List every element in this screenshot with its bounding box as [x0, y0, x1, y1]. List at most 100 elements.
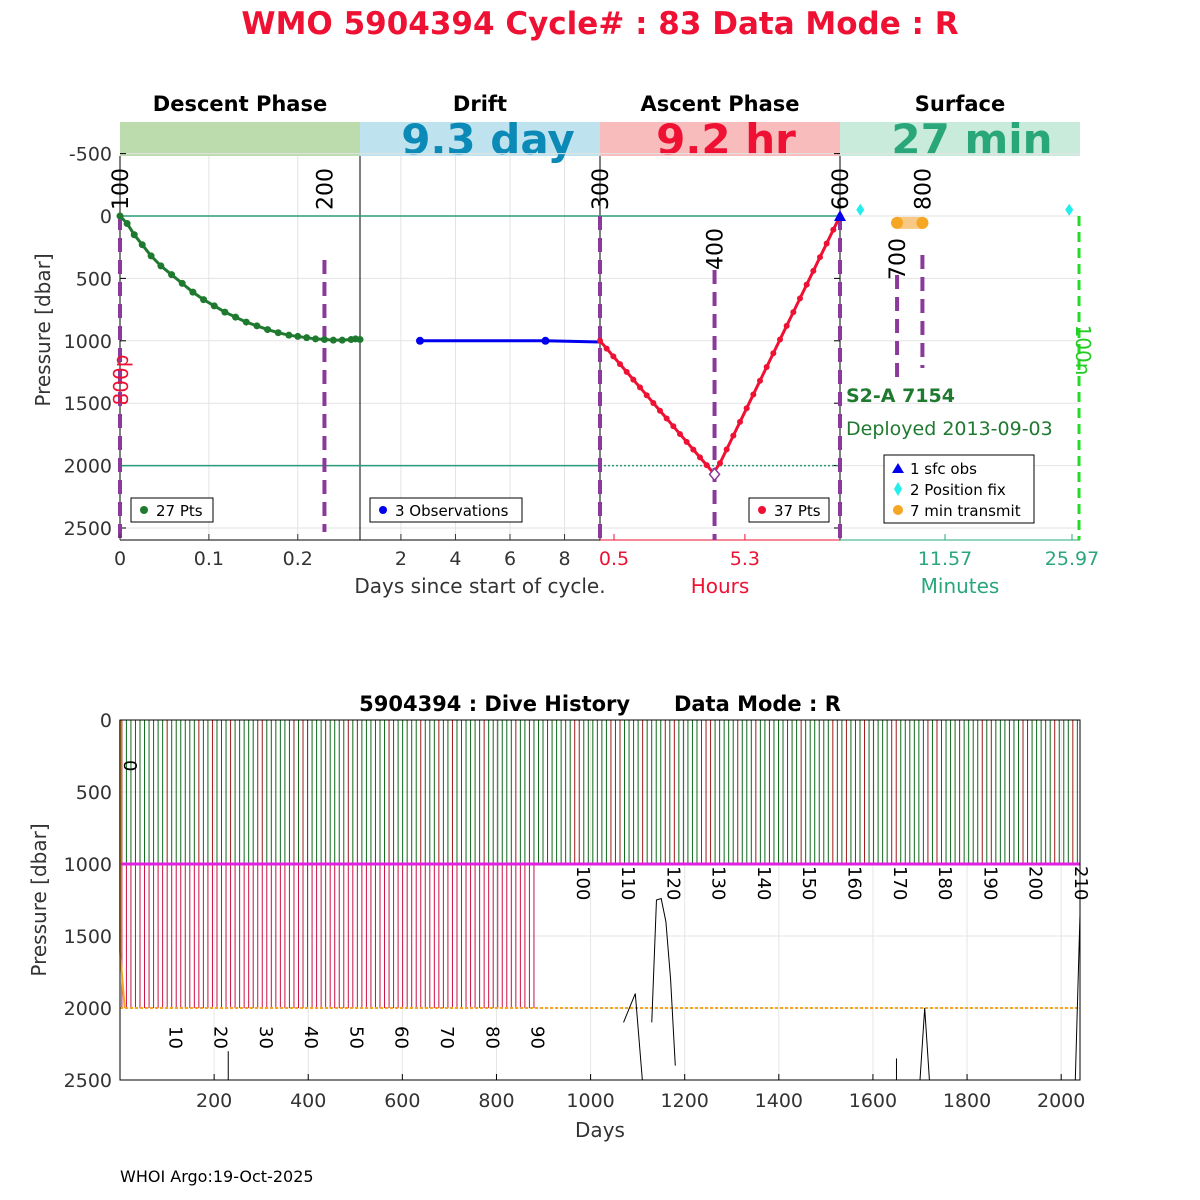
cycle-label-70: 70 [436, 1026, 457, 1049]
cycle-label-210: 210 [1070, 866, 1091, 900]
drift-x-tick-label: 8 [558, 548, 570, 570]
drift-point [416, 336, 424, 345]
y-tick-label: 500 [76, 268, 112, 290]
svg-text:1 sfc obs: 1 sfc obs [910, 460, 977, 478]
float-model: S2-A 7154 [846, 385, 955, 407]
descent-point [130, 231, 138, 239]
descent-x-tick-label: 0 [114, 548, 126, 570]
ascent-point [797, 295, 803, 302]
cycle-panel: Descent Phase Drift Ascent Phase Surface… [31, 92, 1099, 598]
descent-point [168, 271, 176, 279]
descent-x-tick-label: 0.2 [283, 548, 313, 570]
marker-label-400: 400 [704, 228, 729, 270]
y-tick-label: 0 [100, 206, 112, 228]
cycle-label-190: 190 [979, 866, 1000, 900]
history-x-tick-label: 1400 [755, 1090, 803, 1112]
history-cycle-labels: 0 10 20 30 40 50 60 70 80 90 100 110 120 130 140 150 160… [119, 760, 1091, 1049]
surface-band [840, 122, 1080, 156]
descent-point [312, 335, 320, 343]
history-x-tick-label: 600 [384, 1090, 420, 1112]
ascent-point [717, 460, 723, 467]
cycle-x-label: Days since start of cycle. [354, 574, 605, 598]
history-frame [119, 719, 1081, 1081]
left-red-label: 800p [109, 355, 133, 406]
history-x-label: Days [575, 1118, 625, 1142]
position-fix-marker [856, 203, 865, 216]
drift-band [360, 122, 600, 156]
svg-text:7 min transmit: 7 min transmit [910, 502, 1021, 520]
ascent-point [750, 391, 757, 398]
minutes-label: Minutes [921, 574, 1000, 598]
cycle-label-150: 150 [798, 866, 819, 900]
cycle-y-label: Pressure [dbar] [31, 253, 55, 406]
ascent-point [617, 361, 623, 368]
ascent-point [623, 368, 630, 375]
descent-point [116, 212, 124, 220]
hours-label: Hours [691, 574, 750, 598]
history-x-tick-label: 800 [478, 1090, 514, 1112]
descent-point [274, 329, 282, 337]
descent-band [120, 122, 360, 156]
history-y-ticks: 0 500 1000 1500 2000 2500 [64, 710, 112, 1092]
y-tick-label: 1000 [64, 331, 112, 353]
descent-point [157, 262, 165, 270]
descent-point [285, 331, 293, 339]
surface-legend: 1 sfc obs 2 Position fix 7 min transmit [883, 454, 1035, 524]
descent-point [242, 318, 250, 326]
right-green-label: 100n [1071, 325, 1095, 376]
cycle-label-10: 10 [164, 1026, 185, 1049]
grounding-trace [919, 1007, 930, 1081]
ascent-point [677, 431, 683, 438]
marker-label-300: 300 [589, 168, 614, 210]
marker-label-600: 600 [829, 168, 854, 210]
ascent-point [810, 267, 817, 274]
drift-point [541, 336, 550, 345]
ascent-point [663, 415, 670, 422]
cycle-y-ticks: -500 0 500 1000 1500 2000 2500 [64, 144, 840, 540]
descent-point [221, 308, 229, 316]
descent-point [210, 302, 218, 310]
ascent-point [783, 322, 790, 329]
history-y-tick-label: 2000 [64, 998, 112, 1020]
cycle-label-140: 140 [753, 866, 774, 900]
ascent-point [603, 345, 610, 352]
history-y-tick-label: 0 [100, 710, 112, 732]
cycle-label-200: 200 [1025, 866, 1046, 900]
history-x-tick-label: 2000 [1037, 1090, 1085, 1112]
phase-title-surface: Surface [915, 92, 1005, 116]
ascent-point [817, 254, 823, 261]
history-x-tick-label: 400 [290, 1090, 326, 1112]
svg-text:2 Position fix: 2 Position fix [910, 481, 1006, 499]
history-x-tick-label: 1800 [943, 1090, 991, 1112]
descent-point [147, 252, 155, 260]
descent-point [232, 313, 240, 321]
descent-point [138, 241, 146, 249]
cycle-label-90: 90 [527, 1026, 548, 1049]
descent-point [356, 336, 364, 344]
cycle-label-120: 120 [662, 866, 683, 900]
descent-legend: 27 Pts [130, 497, 214, 523]
descent-series [116, 212, 364, 344]
transmit-start [891, 216, 904, 229]
ascent-point [757, 377, 763, 384]
phase-title-ascent: Ascent Phase [641, 92, 800, 116]
y-tick-label: 1500 [64, 393, 112, 415]
marker-label-800: 800 [911, 168, 936, 210]
history-x-tick-label: 200 [196, 1090, 232, 1112]
history-panel: 5904394 : Dive History Data Mode : R 0 10… [27, 692, 1091, 1142]
drift-x-tick-label: 4 [449, 548, 461, 570]
history-x-tick-label: 1600 [849, 1090, 897, 1112]
history-title: 5904394 : Dive History Data Mode : R [359, 692, 841, 716]
svg-text:27 Pts: 27 Pts [156, 502, 203, 520]
ascent-point [643, 392, 650, 399]
history-y-tick-label: 1000 [64, 854, 112, 876]
descent-point [189, 288, 197, 296]
cycle-label-130: 130 [708, 866, 729, 900]
ascent-x-tick-label: 5.3 [730, 548, 760, 570]
drift-duration: 9.3 day [401, 115, 575, 164]
ascent-point [763, 364, 770, 371]
cycle-label-80: 80 [481, 1026, 502, 1049]
descent-point [178, 279, 186, 287]
position-fix-marker [1065, 203, 1074, 216]
